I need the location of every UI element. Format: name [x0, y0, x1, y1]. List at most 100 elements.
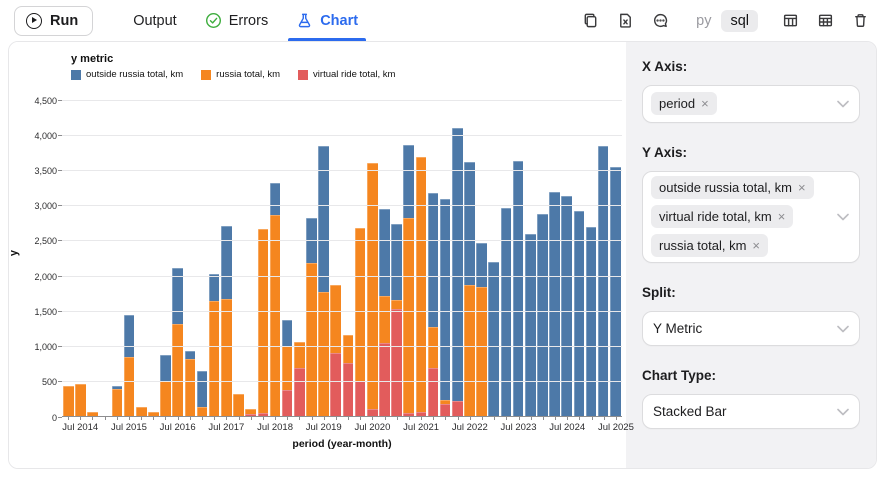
x-tick-mark — [579, 417, 581, 420]
field-tag[interactable]: virtual ride total, km × — [651, 205, 794, 229]
stacked-bar[interactable] — [208, 273, 220, 416]
stacked-bar[interactable] — [427, 192, 439, 416]
content-card: y metric outside russia total, km russia … — [8, 41, 877, 469]
field-tag[interactable]: outside russia total, km × — [651, 176, 814, 200]
stacked-bar[interactable] — [561, 195, 572, 416]
stacked-bar[interactable] — [573, 211, 585, 416]
stacked-bar[interactable] — [75, 384, 86, 416]
stacked-bar[interactable] — [391, 224, 402, 416]
x-tick-mark — [128, 417, 130, 420]
comments-icon[interactable] — [651, 12, 669, 30]
toggle-py[interactable]: py — [696, 12, 712, 29]
stacked-bar[interactable] — [476, 242, 487, 416]
stacked-bar[interactable] — [245, 409, 256, 416]
bar-segment — [379, 208, 390, 296]
stacked-bar[interactable] — [537, 213, 548, 416]
legend-item[interactable]: virtual ride total, km — [298, 69, 395, 80]
table-grid-icon[interactable] — [816, 12, 834, 30]
delete-icon[interactable] — [851, 12, 869, 30]
chart-config-panel: X Axis: period × Y Axis: outside russia t… — [626, 42, 876, 468]
stacked-bar[interactable] — [330, 284, 342, 416]
stacked-bar[interactable] — [403, 144, 414, 416]
stacked-bar[interactable] — [221, 225, 232, 416]
stacked-bar[interactable] — [500, 208, 512, 416]
bar-segment — [63, 385, 74, 416]
y-axis-select[interactable]: outside russia total, km × virtual ride to… — [642, 170, 860, 263]
legend-item[interactable]: russia total, km — [201, 69, 280, 80]
stacked-bar[interactable] — [415, 156, 427, 416]
copy-icon[interactable] — [581, 12, 599, 30]
play-circle-icon — [26, 12, 42, 29]
stacked-bar[interactable] — [379, 208, 390, 416]
bar-segment — [439, 399, 451, 404]
remove-tag-icon[interactable]: × — [752, 238, 761, 254]
remove-tag-icon[interactable]: × — [701, 96, 709, 112]
x-tick-label: Jul 2020 — [354, 422, 391, 433]
legend-item[interactable]: outside russia total, km — [71, 69, 183, 80]
stacked-bar[interactable] — [281, 320, 293, 416]
stacked-bar[interactable] — [160, 355, 171, 416]
bar-segment — [330, 353, 342, 416]
stacked-bar[interactable] — [172, 268, 183, 416]
field-tag[interactable]: period × — [651, 92, 717, 116]
remove-tag-icon[interactable]: × — [797, 180, 806, 196]
bar-segment — [561, 195, 572, 416]
stacked-bar[interactable] — [233, 394, 244, 416]
gridline — [62, 99, 622, 101]
stacked-bar[interactable] — [452, 127, 463, 416]
remove-tag-icon[interactable]: × — [777, 209, 786, 225]
y-tick-label: 3,500 — [34, 165, 57, 176]
split-select[interactable]: Y Metric — [642, 311, 860, 346]
stacked-bar[interactable] — [135, 407, 147, 416]
stacked-bar[interactable] — [269, 182, 281, 416]
tab-chart[interactable]: Chart — [282, 0, 372, 41]
x-tick-label: Jul 2021 — [403, 422, 440, 433]
bar-segment — [342, 335, 354, 363]
stacked-bar[interactable] — [318, 146, 329, 416]
stacked-bar[interactable] — [123, 315, 135, 416]
toggle-sql[interactable]: sql — [721, 9, 758, 32]
legend-swatch — [201, 69, 212, 80]
stacked-bar[interactable] — [610, 167, 621, 416]
stacked-bar[interactable] — [184, 350, 196, 416]
stacked-bar[interactable] — [597, 146, 609, 416]
x-tick-mark — [494, 417, 496, 420]
stacked-bar[interactable] — [366, 163, 378, 416]
x-axis-select[interactable]: period × — [642, 85, 860, 123]
stacked-bar[interactable] — [354, 227, 366, 416]
stacked-bar[interactable] — [196, 371, 208, 416]
x-tick-label: Jul 2018 — [257, 422, 293, 433]
table-view-icon[interactable] — [781, 12, 799, 30]
stacked-bar[interactable] — [293, 342, 305, 416]
export-file-icon[interactable] — [616, 12, 634, 30]
stacked-bar[interactable] — [549, 192, 560, 416]
x-tick-mark — [238, 417, 240, 420]
stacked-bar[interactable] — [342, 335, 354, 416]
y-tick-mark — [58, 275, 62, 277]
bar-segment — [476, 242, 487, 288]
stacked-bar[interactable] — [512, 161, 524, 416]
x-tick-mark — [445, 417, 447, 420]
field-tag[interactable]: russia total, km × — [651, 234, 769, 258]
bar-segment — [293, 342, 305, 369]
stacked-bar[interactable] — [306, 218, 317, 416]
bar-segment — [123, 356, 135, 416]
stacked-bar[interactable] — [488, 262, 500, 416]
stacked-bar[interactable] — [257, 228, 269, 416]
stacked-bar[interactable] — [524, 233, 536, 416]
chart-type-select[interactable]: Stacked Bar — [642, 394, 860, 429]
stacked-bar[interactable] — [63, 385, 74, 416]
stacked-bar[interactable] — [148, 412, 159, 416]
x-tick-mark — [80, 417, 82, 420]
stacked-bar[interactable] — [585, 226, 597, 416]
tab-errors[interactable]: Errors — [191, 0, 282, 41]
stacked-bar[interactable] — [464, 162, 475, 416]
stacked-bar[interactable] — [111, 385, 123, 416]
run-button[interactable]: Run — [14, 5, 94, 36]
x-tick-mark — [287, 417, 289, 420]
tab-output[interactable]: Output — [119, 0, 191, 41]
stacked-bar[interactable] — [87, 412, 98, 416]
x-tick-label: Jul 2023 — [500, 422, 537, 433]
x-tick-label: Jul 2015 — [110, 422, 147, 433]
stacked-bar[interactable] — [439, 199, 451, 416]
